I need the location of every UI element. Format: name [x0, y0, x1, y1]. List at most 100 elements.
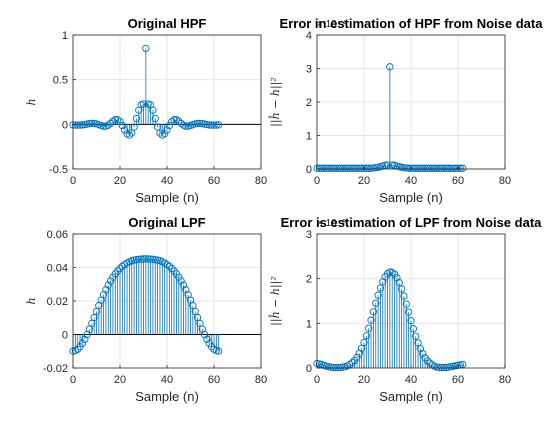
stem-marker: [449, 164, 457, 172]
stem-marker: [116, 264, 124, 273]
stem-marker: [426, 164, 434, 172]
x-tick-label: 20: [358, 374, 370, 386]
stem-marker: [146, 255, 155, 263]
stem-marker: [104, 121, 112, 129]
stem-marker: [168, 118, 176, 126]
stem-marker: [402, 300, 410, 308]
stem-marker: [88, 119, 96, 128]
stem-marker: [350, 164, 359, 172]
stem-marker: [329, 164, 338, 172]
stem-marker: [111, 116, 119, 124]
y-tick-label: 0: [62, 330, 68, 342]
stem-marker: [353, 353, 361, 361]
y-axis-label: h: [25, 297, 38, 304]
stem-marker: [390, 270, 399, 278]
stem-marker: [175, 273, 183, 281]
x-tick-label: 20: [114, 175, 126, 187]
x-axis-label: Sample (n): [135, 190, 199, 205]
y-tick-label: 0: [306, 164, 312, 176]
stem-marker: [156, 129, 164, 137]
stem-marker: [341, 164, 349, 172]
stem-marker: [336, 164, 345, 172]
stem-marker: [135, 255, 143, 263]
stem-marker: [81, 335, 89, 344]
y-tick-label: 0: [62, 119, 68, 131]
x-tick-label: 40: [161, 374, 173, 386]
stem-marker: [132, 255, 141, 264]
stem-marker: [193, 119, 202, 128]
stem-marker: [165, 262, 174, 270]
x-tick-label: 60: [208, 175, 220, 187]
stem-marker: [442, 164, 450, 172]
stem-marker: [175, 117, 183, 125]
stem-marker: [419, 164, 427, 172]
stem-marker: [435, 164, 443, 172]
stem-marker: [74, 121, 82, 129]
stem-marker: [357, 164, 366, 172]
stem-marker: [106, 119, 115, 128]
stem-marker: [116, 118, 124, 126]
stem-marker: [400, 292, 408, 300]
stem-marker: [76, 121, 84, 129]
stem-marker: [404, 164, 413, 172]
stem-marker: [374, 291, 382, 299]
stem-marker: [177, 277, 185, 285]
y-tick-label: 4: [306, 30, 312, 42]
stem-marker: [334, 164, 342, 172]
stem-marker: [343, 164, 352, 172]
x-tick-label: 40: [161, 175, 173, 187]
stem-marker: [346, 164, 354, 172]
stem-marker: [125, 131, 134, 139]
stem-marker: [71, 121, 80, 129]
stem-marker: [207, 121, 216, 129]
stem-marker: [137, 255, 145, 263]
stem-marker: [168, 264, 176, 273]
stem-marker: [118, 262, 127, 270]
stem-marker: [149, 106, 157, 114]
stem-marker: [118, 121, 127, 130]
stem-marker: [409, 164, 417, 172]
stem-marker: [412, 164, 420, 172]
stem-marker: [160, 130, 169, 138]
stem-marker: [348, 164, 356, 172]
y-tick-label: -0.02: [43, 363, 68, 375]
stem-marker: [179, 281, 188, 289]
stem-marker: [170, 116, 178, 124]
stem-marker: [114, 116, 122, 124]
stem-marker: [320, 164, 328, 172]
stem-marker: [459, 164, 467, 172]
stem-marker: [451, 164, 460, 172]
stem-marker: [149, 255, 157, 263]
y-tick-label: 2: [306, 97, 312, 109]
stem-marker: [322, 164, 331, 172]
x-tick-label: 0: [70, 374, 76, 386]
stem-marker: [456, 164, 464, 172]
y-tick-label: 1: [62, 30, 68, 42]
stem-marker: [85, 119, 94, 128]
stem-marker: [397, 163, 406, 171]
stem-marker: [182, 122, 190, 130]
y-axis-label: h: [25, 98, 38, 105]
x-tick-label: 0: [314, 374, 320, 386]
stem-marker: [121, 126, 129, 134]
stem-marker: [416, 164, 425, 172]
y-tick-label: 3: [306, 229, 312, 241]
stem-marker: [362, 164, 370, 172]
y-tick-label: 0.02: [47, 296, 68, 308]
stem-marker: [355, 164, 363, 172]
stem-marker: [132, 114, 141, 123]
stem-marker: [381, 161, 389, 169]
stem-marker: [163, 126, 171, 134]
stem-marker: [139, 255, 148, 263]
stem-marker: [360, 164, 368, 172]
stem-marker: [421, 164, 429, 172]
x-axis-label: Sample (n): [135, 389, 199, 404]
stem-marker: [423, 164, 432, 172]
stem-marker: [437, 363, 446, 372]
stem-marker: [191, 307, 199, 316]
